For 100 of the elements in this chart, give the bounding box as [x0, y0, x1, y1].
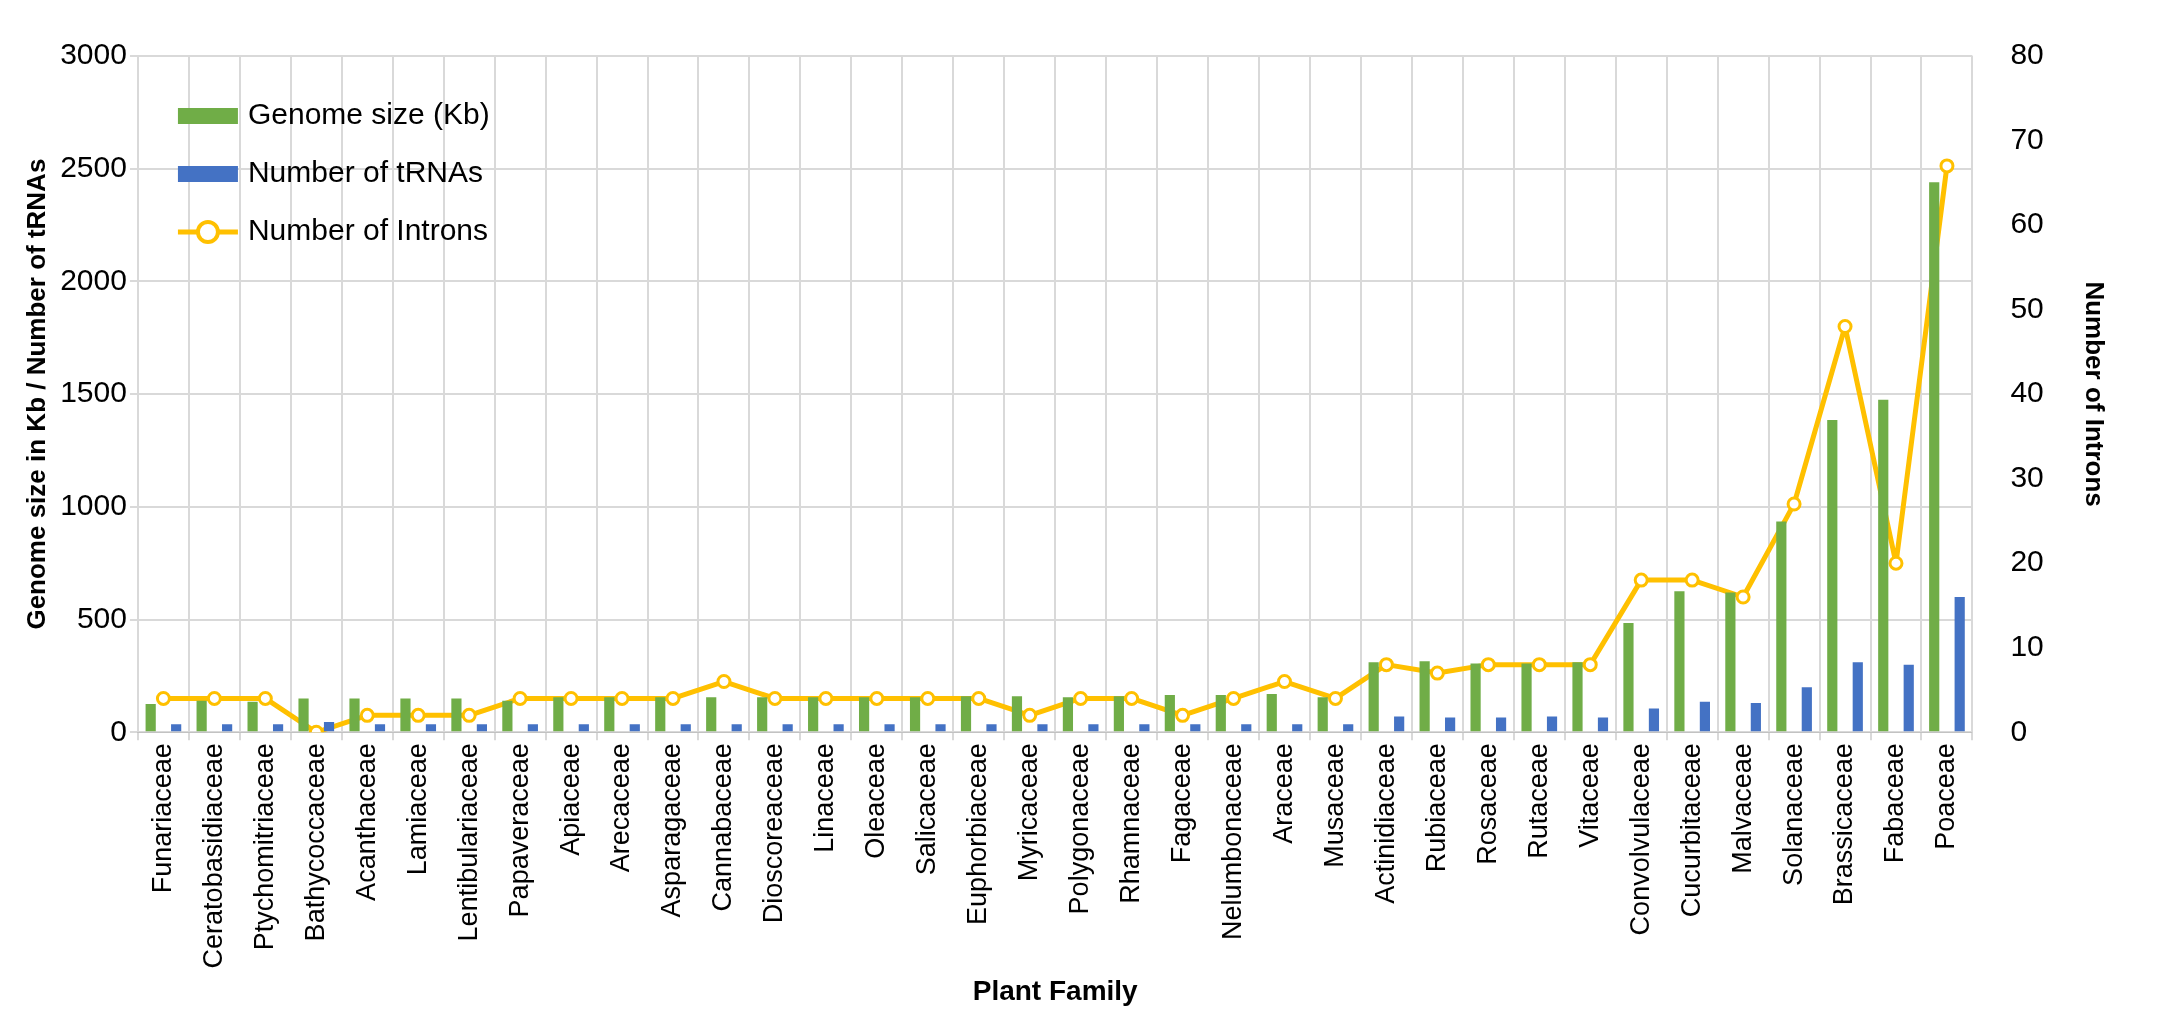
- point: [1786, 496, 1802, 512]
- point: [1939, 158, 1955, 174]
- point: [1226, 690, 1242, 706]
- x-tick-label: Bathycoccaceae: [299, 743, 330, 942]
- point: [206, 690, 222, 706]
- y2-tick-label: 20: [2010, 544, 2044, 578]
- x-tick-label: Ceratobasidiaceae: [197, 743, 228, 969]
- bar: [1674, 591, 1685, 732]
- x-tick-label: Fagaceae: [1166, 743, 1197, 864]
- point: [1684, 572, 1700, 588]
- bar: [655, 697, 666, 732]
- bar: [1190, 724, 1201, 732]
- bar: [1266, 693, 1277, 732]
- x-tick-label: Rhamnaceae: [1115, 743, 1146, 904]
- x-tick-label: Musaceae: [1318, 743, 1349, 868]
- legend-label: Number of tRNAs: [247, 155, 484, 189]
- point: [512, 690, 528, 706]
- bar: [323, 722, 335, 732]
- point: [1022, 707, 1038, 723]
- point: [920, 690, 936, 706]
- x-tick-label: Rubiaceae: [1420, 743, 1451, 873]
- point: [971, 690, 987, 706]
- bar: [527, 724, 538, 732]
- point: [1277, 674, 1292, 690]
- bar: [578, 724, 589, 732]
- bar: [1164, 695, 1175, 732]
- bar: [1470, 663, 1481, 732]
- bar: [222, 724, 233, 732]
- y2-tick-label: 80: [2010, 37, 2044, 71]
- point: [1378, 657, 1394, 673]
- bar: [1725, 592, 1736, 732]
- bar: [706, 697, 717, 732]
- y-tick-label: 3000: [60, 37, 127, 71]
- point: [1633, 572, 1649, 588]
- bar: [680, 724, 691, 732]
- bar: [1852, 662, 1863, 732]
- bar: [1495, 717, 1507, 732]
- bar: [374, 724, 386, 732]
- bar: [1827, 420, 1838, 732]
- bar: [553, 697, 564, 732]
- x-tick-label: Araceae: [1267, 743, 1298, 844]
- bar: [986, 724, 997, 732]
- x-tick-label: Poaceae: [1930, 743, 1961, 850]
- bar: [1292, 724, 1303, 732]
- bar: [757, 697, 768, 732]
- x-tick-label: Fabaceae: [1879, 743, 1910, 864]
- bar: [1623, 622, 1634, 732]
- bar: [1088, 724, 1099, 732]
- y-axis-title: Genome size in Kb / Number of tRNAs: [20, 158, 51, 630]
- bar: [272, 724, 284, 732]
- point: [1327, 690, 1343, 706]
- point: [1531, 657, 1547, 673]
- x-tick-label: Apiaceae: [554, 743, 585, 856]
- bar: [1241, 724, 1252, 732]
- point: [563, 690, 579, 706]
- point: [1073, 690, 1089, 706]
- bar: [145, 704, 156, 732]
- bar: [451, 698, 462, 732]
- bar: [1394, 716, 1405, 732]
- bar: [1343, 724, 1354, 732]
- bar: [349, 698, 360, 732]
- bar: [1750, 702, 1761, 732]
- y2-tick-label: 40: [2010, 375, 2044, 409]
- y2-tick-label: 50: [2010, 290, 2044, 324]
- point: [1480, 657, 1496, 673]
- x-tick-label: Nelumbonaceae: [1216, 743, 1247, 940]
- bar: [884, 724, 895, 732]
- point: [1175, 707, 1191, 723]
- y-tick-label: 500: [76, 600, 127, 634]
- bar: [1445, 717, 1456, 732]
- y2-tick-label: 60: [2010, 206, 2044, 240]
- bar: [1037, 724, 1048, 732]
- x-tick-label: Actinidiaceae: [1369, 743, 1400, 904]
- x-tick-label: Cannabaceae: [707, 743, 738, 912]
- bar: [298, 698, 309, 732]
- bar: [196, 700, 207, 732]
- bar: [808, 697, 819, 732]
- bar: [1011, 696, 1023, 732]
- x-tick-label: Ptychomitriaceae: [248, 743, 279, 951]
- x-tick-label: Solanaceae: [1777, 743, 1808, 886]
- point: [665, 690, 681, 706]
- point: [614, 690, 630, 706]
- point: [1582, 657, 1598, 673]
- x-tick-label: Oleaceae: [860, 743, 891, 859]
- bar: [1419, 661, 1430, 732]
- point: [1124, 690, 1140, 706]
- y2-tick-label: 10: [2010, 628, 2044, 662]
- point: [410, 707, 426, 723]
- point: [1837, 319, 1853, 334]
- bar: [833, 724, 844, 732]
- point: [818, 690, 834, 706]
- bar: [1903, 664, 1914, 732]
- bar: [400, 698, 411, 732]
- bar: [1929, 182, 1940, 732]
- x-axis-title: Plant Family: [972, 974, 1139, 1006]
- bar: [859, 697, 870, 732]
- bar: [909, 697, 921, 732]
- x-tick-label: Salicaceae: [911, 743, 942, 876]
- bar: [247, 701, 258, 732]
- y-tick-label: 2000: [60, 262, 127, 296]
